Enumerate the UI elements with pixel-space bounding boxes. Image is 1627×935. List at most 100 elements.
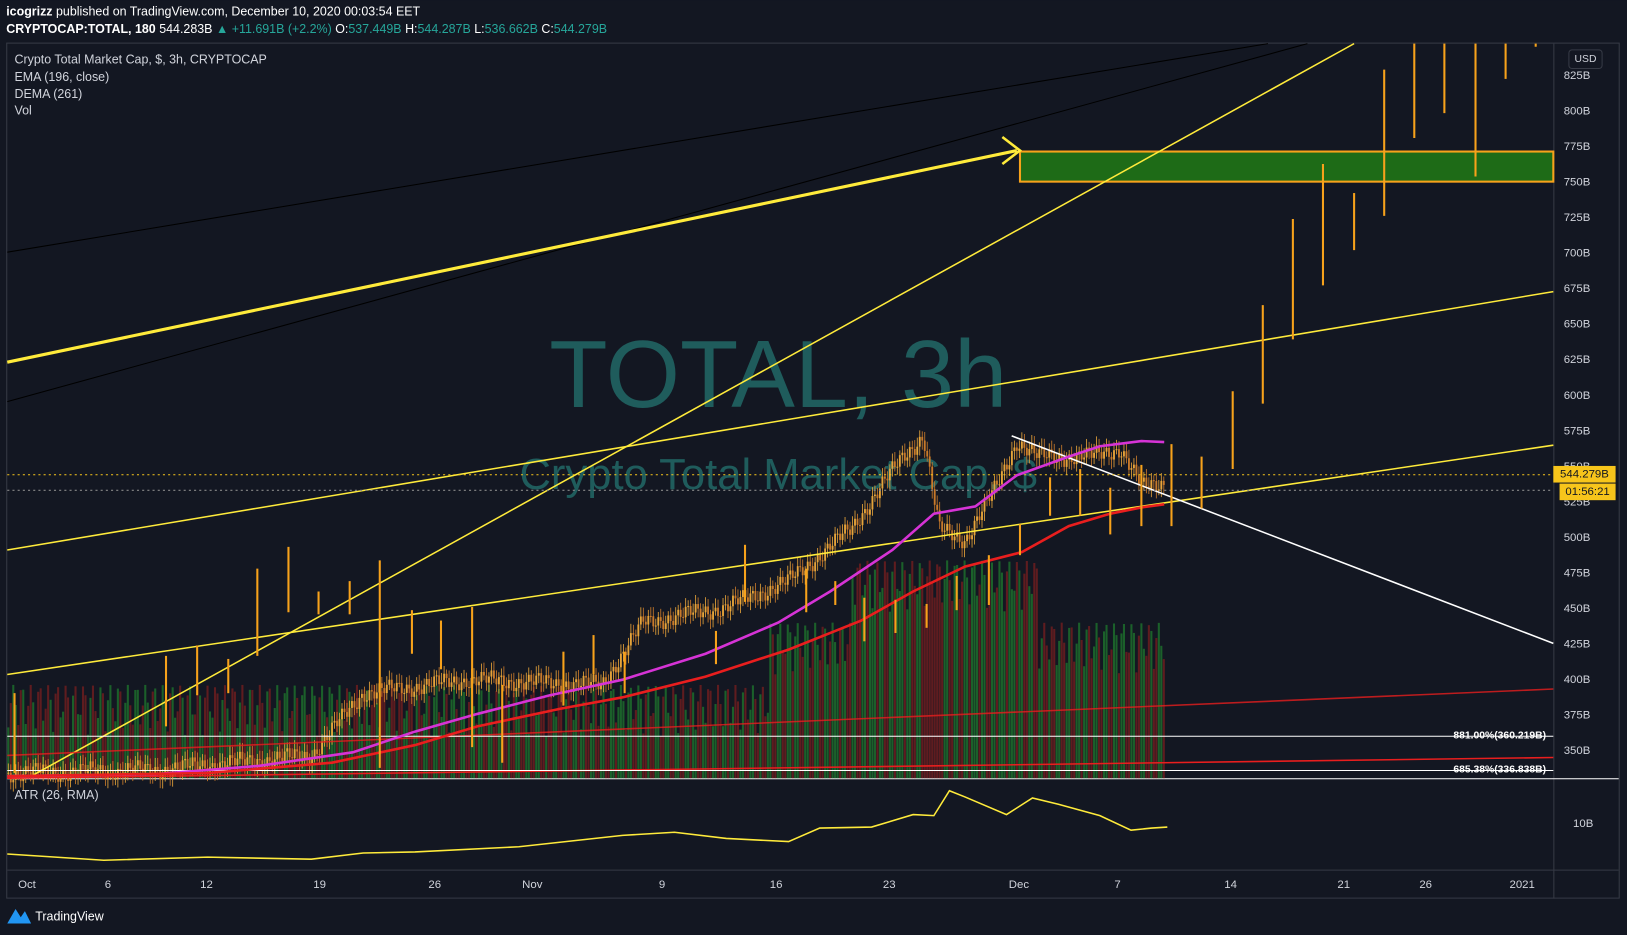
volume-bar xyxy=(226,708,229,779)
volume-bar xyxy=(179,685,182,779)
volume-bar xyxy=(811,638,814,779)
currency-box[interactable] xyxy=(1568,49,1603,70)
time-label: 9 xyxy=(659,879,665,891)
candle-body xyxy=(550,678,553,689)
candle-body xyxy=(37,763,40,772)
volume-bar xyxy=(729,722,732,779)
candle-body xyxy=(784,582,787,585)
logo-icon[interactable] xyxy=(7,909,32,924)
volume-bar xyxy=(1107,655,1111,779)
volume-bar xyxy=(1030,593,1033,779)
candle-body xyxy=(642,616,645,622)
volume-bar xyxy=(687,719,690,779)
volume-bar xyxy=(176,711,179,779)
volume-bar xyxy=(826,664,829,779)
brand[interactable]: TradingView xyxy=(35,910,104,924)
volume-bar xyxy=(724,690,727,779)
candle-body xyxy=(495,678,498,685)
volume-bar xyxy=(963,560,966,779)
volume-bar xyxy=(136,689,139,779)
candle-body xyxy=(577,679,580,688)
volume-bar xyxy=(340,708,344,779)
volume-bar xyxy=(243,705,246,779)
volume-bar xyxy=(111,708,114,779)
candle-body xyxy=(612,666,615,672)
candle-body xyxy=(535,675,538,685)
candle-body xyxy=(896,466,899,468)
volume-bar xyxy=(1090,658,1093,779)
arrow-line xyxy=(6,148,1018,364)
candle-body xyxy=(664,623,667,630)
candle-body xyxy=(844,524,846,534)
volume-bar xyxy=(206,685,209,779)
candle-body xyxy=(313,749,316,759)
volume-bar xyxy=(430,735,433,779)
volume-bar xyxy=(714,704,717,779)
volume-bar xyxy=(203,697,207,779)
candle-body xyxy=(1065,459,1068,467)
volume-bar xyxy=(9,703,12,779)
candle-body xyxy=(445,673,448,679)
candle-body xyxy=(251,755,254,766)
candle-body xyxy=(697,604,700,609)
candle-body xyxy=(1013,447,1016,452)
candle-body xyxy=(906,457,909,461)
candle-body xyxy=(189,766,192,768)
volume-bar xyxy=(841,627,844,779)
volume-bar xyxy=(657,696,660,779)
time-axis: Oct 6 12 19 26 Nov 9 16 23 Dec 7 14 21 26 2021 xyxy=(18,879,1535,891)
candle-body xyxy=(684,606,687,618)
candle-body xyxy=(144,764,147,773)
candle-body xyxy=(186,758,189,768)
volume-bar xyxy=(1120,633,1123,779)
candle-body xyxy=(891,461,894,469)
candle-body xyxy=(483,671,485,676)
volume-bar xyxy=(57,687,60,779)
volume-bar xyxy=(460,688,463,779)
volume-bar xyxy=(164,700,167,779)
volume-bar xyxy=(557,686,560,779)
candle-body xyxy=(17,770,20,775)
candle-body xyxy=(866,509,869,515)
volume-bar xyxy=(24,723,27,779)
volume-bar xyxy=(709,690,712,779)
currency[interactable]: USD xyxy=(1575,54,1597,65)
volume-bar xyxy=(858,563,862,779)
volume-bar xyxy=(246,724,249,779)
candle-body xyxy=(408,684,411,689)
volume-bar xyxy=(990,562,994,779)
candle-body xyxy=(781,576,784,583)
candle-body xyxy=(1093,452,1096,458)
candle-body xyxy=(520,679,523,684)
candle-body xyxy=(460,682,463,691)
volume-bar xyxy=(502,707,505,779)
volume-bar xyxy=(537,713,540,779)
footer-logo[interactable]: TradingView xyxy=(7,909,105,924)
candle-body xyxy=(258,759,261,761)
volume-bar xyxy=(756,733,759,779)
candle-body xyxy=(1157,489,1160,491)
volume-bar xyxy=(664,685,667,779)
volume-bar xyxy=(129,705,132,779)
volume-bar xyxy=(1045,645,1048,779)
volume-bar xyxy=(771,634,774,779)
candle-body xyxy=(196,761,199,771)
candle-body xyxy=(525,681,528,690)
candle-body xyxy=(373,691,376,699)
volume-bar xyxy=(413,734,416,779)
volume-bar xyxy=(871,608,874,779)
countdown: 01:56:21 xyxy=(1565,486,1609,498)
candle-body xyxy=(637,624,640,637)
volume-bar xyxy=(199,695,202,779)
candle-body xyxy=(393,688,396,692)
candle-body xyxy=(746,597,749,602)
candle-body xyxy=(383,687,386,694)
volume-bar xyxy=(39,688,42,779)
candle-body xyxy=(278,751,281,758)
volume-bar xyxy=(873,569,876,779)
volume-bar xyxy=(659,736,662,779)
volume-bar xyxy=(64,685,67,779)
candle-body xyxy=(166,766,169,773)
high-label: H: xyxy=(405,22,417,36)
candle-body xyxy=(231,755,234,758)
